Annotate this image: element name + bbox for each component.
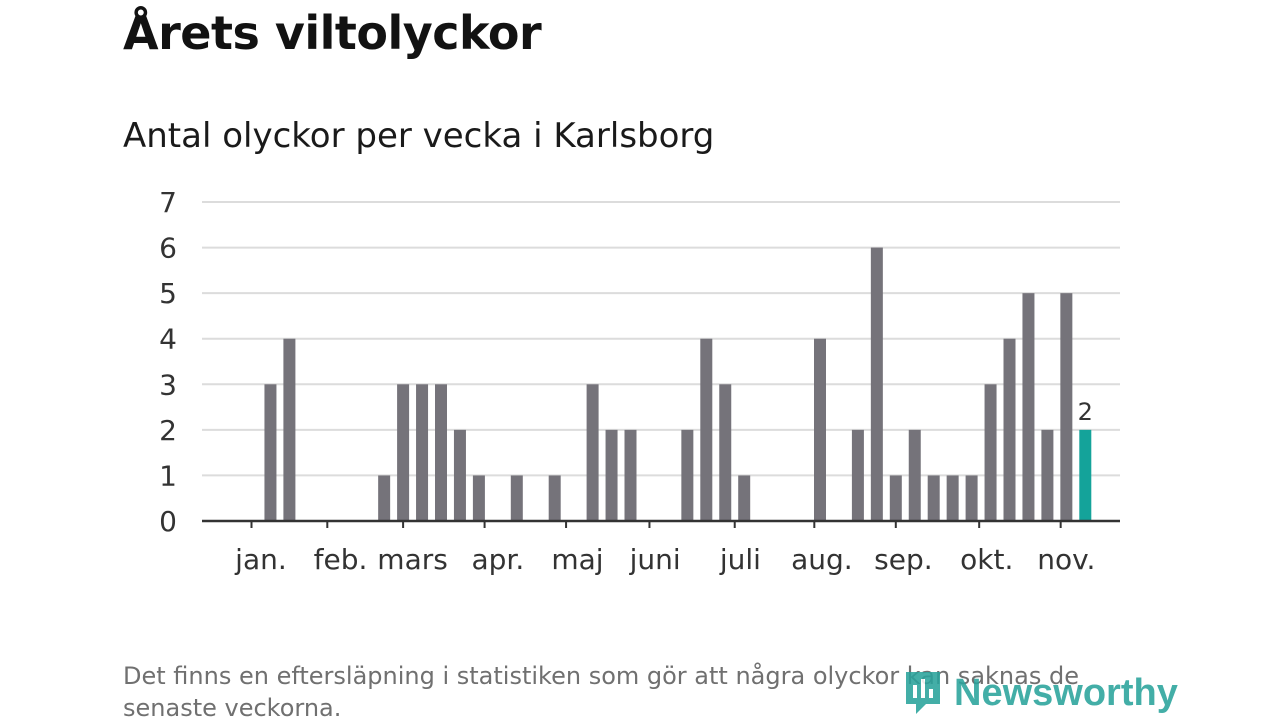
- bar-highlight: [1079, 429, 1092, 521]
- bar: [1041, 429, 1054, 521]
- month-label: juli: [719, 543, 761, 576]
- bar: [624, 429, 637, 521]
- bar: [927, 475, 940, 521]
- bar: [965, 475, 978, 521]
- bar-chart: 0 1 2 3 4 5 6 7 2 jan. feb. mars apr. maj juni juli au…: [159, 186, 1120, 576]
- bar: [851, 429, 864, 521]
- month-label: jan.: [234, 543, 287, 576]
- bar: [889, 475, 902, 521]
- bar: [416, 384, 429, 521]
- bar: [472, 475, 485, 521]
- bar: [681, 429, 694, 521]
- month-label: okt.: [960, 543, 1013, 576]
- bar: [435, 384, 447, 521]
- newsworthy-logo-icon: [906, 672, 940, 714]
- bar: [1003, 338, 1016, 521]
- bar: [605, 429, 618, 521]
- month-label: maj: [551, 543, 603, 576]
- bar: [378, 475, 391, 521]
- bar: [264, 384, 277, 521]
- brand-name: Newsworthy: [954, 671, 1178, 714]
- y-tick-label: 3: [159, 368, 177, 401]
- bar: [908, 429, 921, 521]
- chart-title: Årets viltolyckor: [123, 6, 542, 60]
- chart-subtitle: Antal olyckor per vecka i Karlsborg: [123, 116, 715, 156]
- month-label: mars: [377, 543, 448, 576]
- bars: 2: [264, 247, 1093, 522]
- month-label: aug.: [791, 543, 853, 576]
- y-axis-labels: 0 1 2 3 4 5 6 7: [159, 186, 177, 538]
- month-label: apr.: [471, 543, 524, 576]
- bar: [984, 384, 997, 521]
- bar: [814, 338, 826, 521]
- bar: [700, 338, 713, 521]
- bar: [1060, 293, 1073, 521]
- bar: [870, 247, 883, 522]
- bar: [397, 384, 410, 521]
- bar-value-label: 2: [1078, 398, 1093, 426]
- bar: [946, 475, 959, 521]
- bar: [510, 475, 523, 521]
- month-label: sep.: [874, 543, 933, 576]
- y-tick-label: 5: [159, 277, 177, 310]
- month-label: nov.: [1037, 543, 1095, 576]
- y-tick-label: 1: [159, 459, 177, 492]
- bar: [453, 429, 466, 521]
- bar: [283, 338, 296, 521]
- bar: [548, 475, 561, 521]
- bar: [738, 475, 751, 521]
- y-tick-label: 6: [159, 232, 177, 265]
- y-tick-label: 7: [159, 186, 177, 219]
- x-axis-labels: jan. feb. mars apr. maj juni juli aug. sep. okt. n…: [234, 543, 1095, 576]
- gridlines: [202, 201, 1120, 477]
- newsworthy-brand[interactable]: Newsworthy: [902, 668, 1178, 718]
- bar: [586, 384, 599, 521]
- bar: [719, 384, 732, 521]
- y-tick-label: 4: [159, 323, 177, 356]
- y-tick-label: 0: [159, 505, 177, 538]
- bar: [1022, 293, 1035, 521]
- x-axis: [202, 519, 1120, 528]
- y-tick-label: 2: [159, 414, 177, 447]
- month-label: juni: [629, 543, 681, 576]
- month-label: feb.: [314, 543, 368, 576]
